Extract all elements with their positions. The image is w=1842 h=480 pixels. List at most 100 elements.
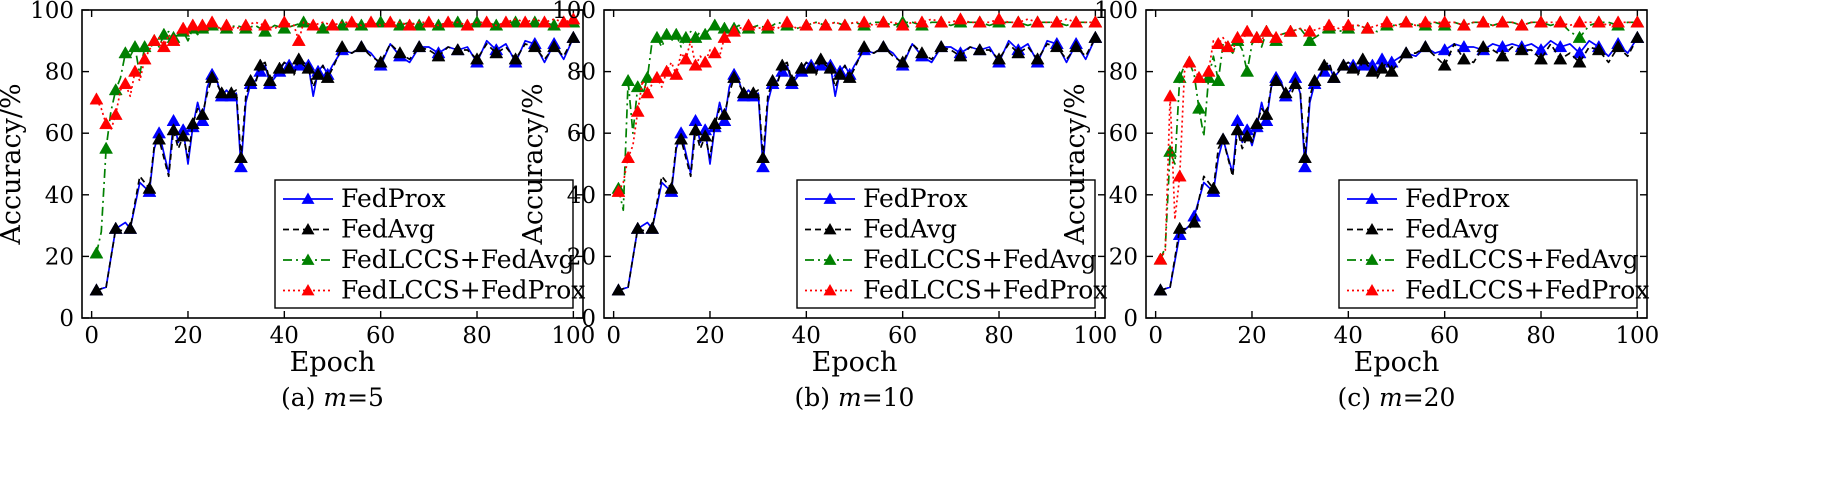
data-point-marker xyxy=(335,39,350,53)
data-point-marker xyxy=(1534,52,1548,65)
y-tick-label: 80 xyxy=(1109,60,1138,86)
data-point-marker xyxy=(972,15,987,28)
data-point-marker xyxy=(537,15,552,28)
data-point-marker xyxy=(1172,70,1187,83)
data-point-marker xyxy=(833,67,847,80)
data-point-marker xyxy=(1211,73,1226,86)
data-area xyxy=(1153,15,1645,296)
data-point-marker xyxy=(765,73,780,86)
y-axis-label: Accuracy/% xyxy=(0,83,27,245)
data-point-marker xyxy=(195,107,210,120)
data-point-marker xyxy=(1172,221,1187,234)
data-point-marker xyxy=(142,181,157,194)
x-tick-label: 40 xyxy=(270,323,299,349)
data-point-marker xyxy=(659,64,674,77)
data-point-marker xyxy=(301,61,316,74)
data-point-marker xyxy=(804,61,819,74)
y-tick-label: 40 xyxy=(45,183,74,209)
data-point-marker xyxy=(1307,73,1322,86)
data-point-marker xyxy=(1049,39,1064,53)
data-point-marker xyxy=(547,39,562,53)
legend-marker xyxy=(301,223,315,235)
data-point-marker xyxy=(1163,89,1178,102)
data-point-marker xyxy=(1611,15,1626,28)
data-point-marker xyxy=(1201,64,1216,77)
data-point-marker xyxy=(185,116,200,130)
legend-box xyxy=(1338,179,1638,309)
data-point-marker xyxy=(147,33,162,46)
data-point-marker xyxy=(669,67,684,80)
legend-entry-label: FedLCCS+FedAvg xyxy=(1405,245,1639,274)
data-point-marker xyxy=(842,70,857,83)
data-point-marker xyxy=(707,116,722,130)
data-point-marker xyxy=(402,18,417,31)
y-tick-label: 40 xyxy=(1109,183,1138,209)
data-point-marker xyxy=(794,61,809,74)
data-point-marker xyxy=(1534,15,1548,28)
data-point-marker xyxy=(717,113,732,127)
data-point-marker xyxy=(813,52,828,65)
data-point-marker xyxy=(498,15,513,28)
legend-entry-label: FedProx xyxy=(863,184,968,213)
data-point-marker xyxy=(234,160,248,173)
data-point-marker xyxy=(1553,52,1568,65)
data-point-marker xyxy=(166,33,181,46)
data-point-marker xyxy=(746,86,761,99)
series-line-fedlccs-fedprox xyxy=(1159,21,1638,260)
data-point-marker xyxy=(1172,227,1187,240)
panel-caption: (b) m=10 xyxy=(795,383,915,412)
legend-entry-label: FedAvg xyxy=(1405,215,1499,244)
data-point-marker xyxy=(325,18,340,31)
data-point-marker xyxy=(1476,15,1491,28)
data-point-marker xyxy=(1153,252,1168,265)
data-point-marker xyxy=(258,18,272,31)
y-tick-label: 20 xyxy=(1109,244,1138,270)
data-point-marker xyxy=(238,18,253,31)
data-point-marker xyxy=(756,150,770,163)
data-point-marker xyxy=(1341,18,1356,31)
data-point-marker xyxy=(953,12,968,25)
data-point-marker xyxy=(1230,30,1245,43)
data-point-marker xyxy=(698,129,713,142)
x-tick-label: 20 xyxy=(1237,323,1266,349)
data-point-marker xyxy=(1259,113,1274,127)
data-point-marker xyxy=(1553,39,1568,53)
data-point-marker xyxy=(1269,73,1283,86)
data-point-marker xyxy=(166,123,181,136)
x-axis-label: Epoch xyxy=(812,347,898,378)
data-point-marker xyxy=(659,27,674,40)
data-point-marker xyxy=(707,18,722,31)
data-point-marker xyxy=(89,246,104,259)
data-point-marker xyxy=(176,129,191,142)
y-tick-label: 20 xyxy=(567,244,596,270)
data-point-marker xyxy=(727,24,741,37)
data-point-marker xyxy=(756,160,770,173)
legend-entry-label: FedLCCS+FedProx xyxy=(1405,276,1649,305)
data-point-marker xyxy=(282,61,297,74)
data-point-marker xyxy=(736,86,751,99)
legend-entry-label: FedLCCS+FedAvg xyxy=(863,245,1097,274)
data-point-marker xyxy=(219,18,234,31)
data-point-marker xyxy=(915,46,929,59)
data-point-marker xyxy=(1302,24,1317,37)
data-point-marker xyxy=(775,64,790,77)
caption-part: =10 xyxy=(862,383,915,412)
data-point-marker xyxy=(1259,24,1274,37)
data-point-marker xyxy=(460,18,475,31)
data-point-marker xyxy=(698,27,713,40)
data-point-marker xyxy=(152,132,167,145)
data-point-marker xyxy=(108,83,123,96)
chart-panel-3: 0 20 40 60 80 100020406080100EpochAccuracy/%(… xyxy=(1060,0,1659,412)
legend-entry-label: FedAvg xyxy=(341,215,435,244)
data-point-marker xyxy=(258,24,272,37)
data-point-marker xyxy=(393,46,407,59)
data-point-marker xyxy=(857,39,872,53)
data-point-marker xyxy=(291,33,306,46)
legend-entry-label: FedLCCS+FedProx xyxy=(863,276,1107,305)
data-point-marker xyxy=(272,61,287,74)
data-point-marker xyxy=(1206,181,1221,194)
data-point-marker xyxy=(707,46,722,59)
data-point-marker xyxy=(1172,169,1187,182)
data-point-marker xyxy=(99,141,114,154)
data-point-marker xyxy=(1495,15,1510,28)
